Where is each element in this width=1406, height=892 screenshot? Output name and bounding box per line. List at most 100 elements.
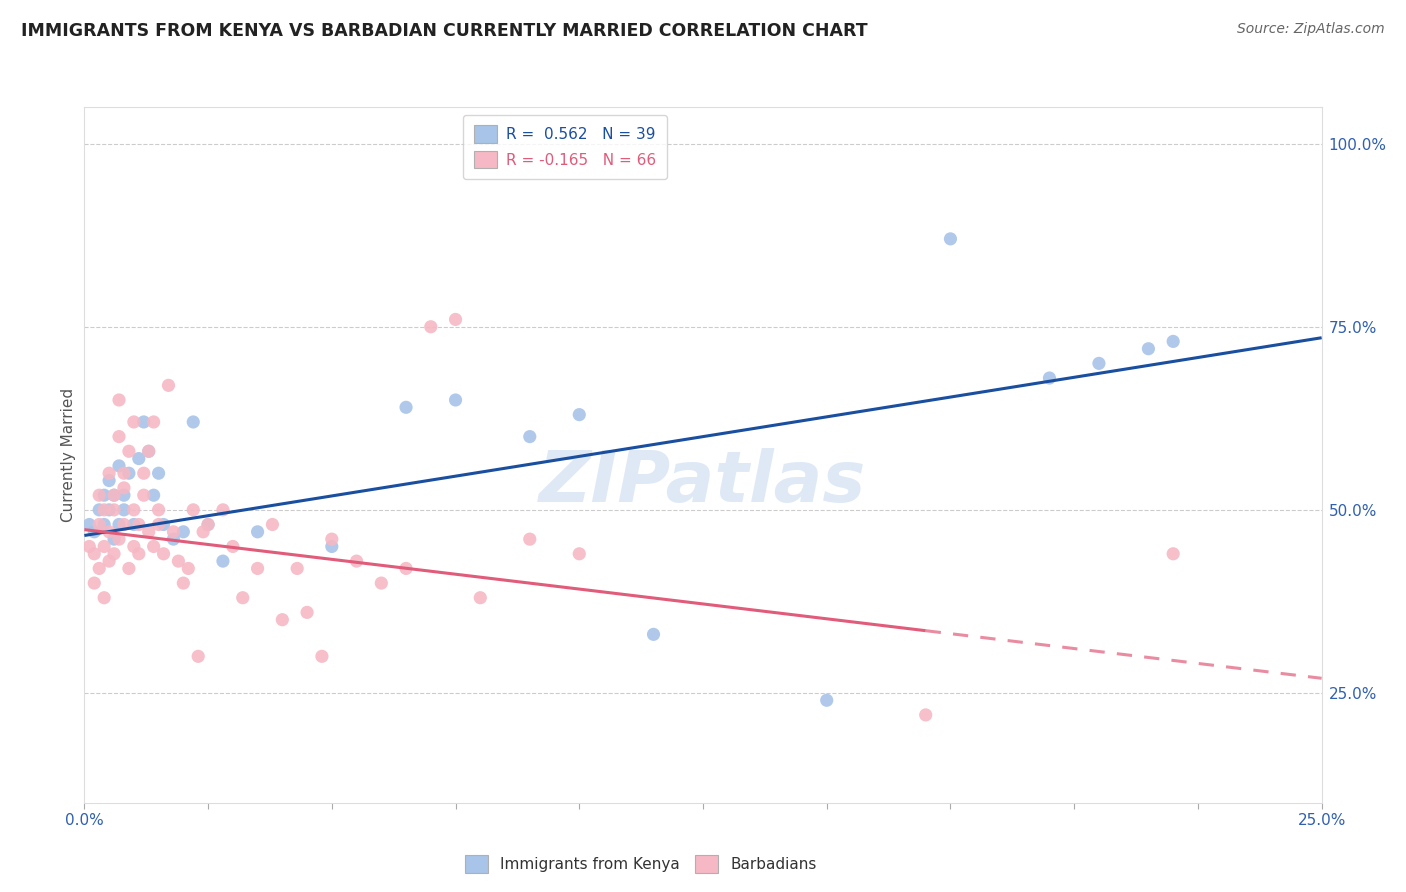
Point xyxy=(93,488,115,502)
Point xyxy=(79,540,101,554)
Point xyxy=(83,576,105,591)
Point xyxy=(370,576,392,591)
Point xyxy=(262,517,284,532)
Point xyxy=(103,488,125,502)
Point xyxy=(89,517,111,532)
Point xyxy=(197,517,219,532)
Point xyxy=(89,503,111,517)
Point xyxy=(1161,334,1184,349)
Point xyxy=(232,591,254,605)
Point xyxy=(108,458,131,473)
Point xyxy=(103,547,125,561)
Point xyxy=(346,554,368,568)
Point xyxy=(1161,547,1184,561)
Point xyxy=(444,312,467,326)
Point xyxy=(187,649,209,664)
Point xyxy=(519,429,541,443)
Point xyxy=(79,517,101,532)
Point xyxy=(142,488,165,502)
Point xyxy=(98,554,121,568)
Point xyxy=(157,378,180,392)
Point xyxy=(181,503,204,517)
Point xyxy=(191,524,214,539)
Point xyxy=(98,524,121,539)
Point xyxy=(83,547,105,561)
Point xyxy=(295,606,318,620)
Point xyxy=(148,503,170,517)
Point xyxy=(93,540,115,554)
Point xyxy=(246,561,269,575)
Point xyxy=(98,474,121,488)
Point xyxy=(148,467,170,481)
Point xyxy=(93,517,115,532)
Point xyxy=(132,488,155,502)
Point xyxy=(197,517,219,532)
Point xyxy=(138,524,160,539)
Point xyxy=(177,561,200,575)
Point xyxy=(93,591,115,605)
Point xyxy=(103,503,125,517)
Point xyxy=(271,613,294,627)
Point xyxy=(1038,371,1060,385)
Point xyxy=(939,232,962,246)
Point xyxy=(122,503,145,517)
Point xyxy=(112,481,135,495)
Point xyxy=(285,561,308,575)
Point xyxy=(132,467,155,481)
Point xyxy=(142,540,165,554)
Point xyxy=(98,503,121,517)
Point xyxy=(142,415,165,429)
Point xyxy=(444,392,467,407)
Point xyxy=(112,488,135,502)
Point xyxy=(83,524,105,539)
Point xyxy=(568,547,591,561)
Point xyxy=(98,467,121,481)
Point xyxy=(122,540,145,554)
Y-axis label: Currently Married: Currently Married xyxy=(60,388,76,522)
Point xyxy=(108,392,131,407)
Point xyxy=(132,415,155,429)
Point xyxy=(152,517,174,532)
Point xyxy=(321,532,343,546)
Point xyxy=(222,540,245,554)
Point xyxy=(172,524,194,539)
Point xyxy=(162,524,184,539)
Point xyxy=(419,319,441,334)
Point xyxy=(138,444,160,458)
Point xyxy=(395,401,418,415)
Point xyxy=(118,561,141,575)
Point xyxy=(162,532,184,546)
Point xyxy=(122,415,145,429)
Point xyxy=(212,554,235,568)
Point xyxy=(321,540,343,554)
Point xyxy=(568,408,591,422)
Point xyxy=(311,649,333,664)
Point xyxy=(118,444,141,458)
Point xyxy=(1137,342,1160,356)
Point xyxy=(103,532,125,546)
Point xyxy=(212,503,235,517)
Point xyxy=(152,547,174,561)
Point xyxy=(112,503,135,517)
Point xyxy=(128,547,150,561)
Point xyxy=(181,415,204,429)
Point xyxy=(1088,356,1111,370)
Point xyxy=(108,532,131,546)
Point xyxy=(128,517,150,532)
Point xyxy=(128,451,150,466)
Point xyxy=(122,517,145,532)
Point xyxy=(89,488,111,502)
Point xyxy=(643,627,665,641)
Point xyxy=(167,554,190,568)
Point xyxy=(519,532,541,546)
Text: IMMIGRANTS FROM KENYA VS BARBADIAN CURRENTLY MARRIED CORRELATION CHART: IMMIGRANTS FROM KENYA VS BARBADIAN CURRE… xyxy=(21,22,868,40)
Point xyxy=(112,517,135,532)
Point xyxy=(246,524,269,539)
Point xyxy=(815,693,838,707)
Text: ZIPatlas: ZIPatlas xyxy=(540,449,866,517)
Point xyxy=(118,467,141,481)
Point xyxy=(395,561,418,575)
Legend: Immigrants from Kenya, Barbadians: Immigrants from Kenya, Barbadians xyxy=(460,849,823,879)
Point xyxy=(138,444,160,458)
Point xyxy=(172,576,194,591)
